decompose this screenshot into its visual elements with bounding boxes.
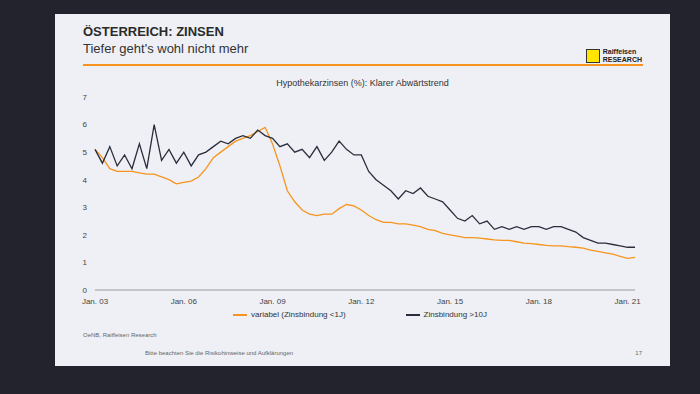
svg-text:Jan. 18: Jan. 18	[526, 297, 553, 306]
svg-text:Jan. 21: Jan. 21	[614, 297, 641, 306]
html-text:ÖSTERREICH: ZINSEN: ÖSTERREICH: ZINSEN	[83, 24, 224, 39]
html-text:Bitte beachten Sie die Risikoh: Bitte beachten Sie die Risikohinweise un…	[145, 350, 294, 356]
svg-text:Jan. 09: Jan. 09	[259, 297, 286, 306]
svg-text:1: 1	[83, 258, 88, 267]
html-text:Tiefer geht's wohl nicht mehr: Tiefer geht's wohl nicht mehr	[83, 41, 249, 56]
svg-text:4: 4	[83, 176, 88, 185]
svg-text:Jan. 03: Jan. 03	[82, 297, 109, 306]
svg-text:0: 0	[83, 286, 88, 295]
svg-text:2: 2	[83, 231, 88, 240]
html-text:variabel (Zinsbindung <1J): variabel (Zinsbindung <1J)	[251, 310, 346, 319]
svg-text:5: 5	[83, 148, 88, 157]
html-text:Raiffeisen: Raiffeisen	[602, 48, 637, 55]
svg-text:3: 3	[83, 203, 88, 212]
svg-text:6: 6	[83, 120, 88, 129]
html-text:Zinsbindung >10J: Zinsbindung >10J	[423, 310, 487, 319]
html-text:OeNB, Raiffeisen Research: OeNB, Raiffeisen Research	[83, 332, 157, 338]
svg-text:Jan. 12: Jan. 12	[348, 297, 375, 306]
html-text:Hypothekarzinsen (%): Klarer A: Hypothekarzinsen (%): Klarer Abwärtstren…	[276, 78, 449, 88]
html-text:17: 17	[635, 350, 642, 356]
svg-text:7: 7	[83, 93, 88, 102]
svg-text:Jan. 06: Jan. 06	[171, 297, 198, 306]
svg-text:Jan. 15: Jan. 15	[437, 297, 464, 306]
html-text:RESEARCH: RESEARCH	[602, 56, 642, 63]
